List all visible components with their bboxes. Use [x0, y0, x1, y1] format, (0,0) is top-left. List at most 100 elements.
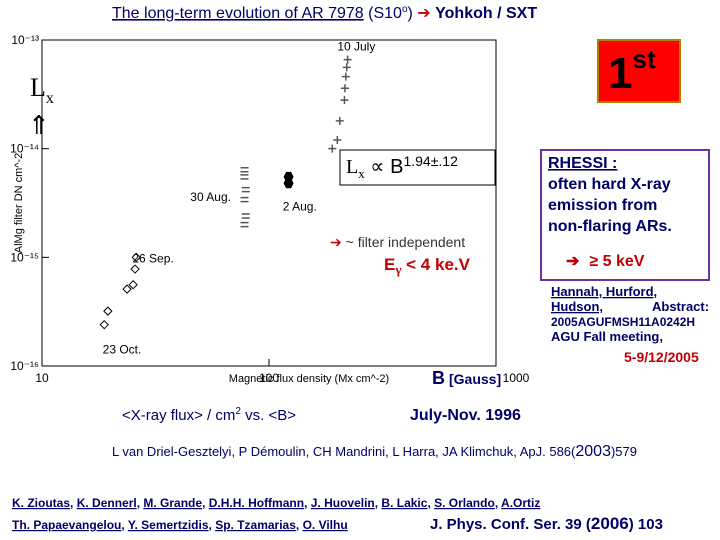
- rhessi-arrow: ➔: [566, 253, 580, 270]
- energy-text: < 4 ke.V: [401, 255, 470, 274]
- lx-arrow: ⇑: [28, 111, 50, 140]
- author: K. Dennerl: [77, 496, 137, 510]
- author-sep: ,: [202, 496, 209, 510]
- citation: L van Driel-Gesztelyi, P Démoulin, CH Ma…: [112, 443, 637, 460]
- y-tick-label: 10⁻¹⁵: [10, 250, 39, 264]
- point: [128, 279, 138, 290]
- y-tick-label: 10⁻¹⁶: [10, 359, 39, 373]
- badge: [597, 39, 681, 103]
- point: [241, 186, 250, 193]
- author: D.H.H. Hoffmann: [209, 496, 304, 510]
- point: [240, 166, 249, 173]
- x-tick-label: 100: [259, 371, 279, 385]
- plot-background: [10, 30, 500, 372]
- journal-year: 2006: [591, 514, 629, 533]
- title-arrow: ➔: [417, 5, 430, 22]
- lx-letter: L: [30, 73, 46, 102]
- badge-text: 1st: [608, 44, 656, 98]
- author: Y. Semertzidis: [128, 518, 209, 532]
- author-sep: ,: [70, 496, 77, 510]
- rhessi-energy: ➔ ≥ 5 keV: [566, 253, 645, 270]
- title-sup: o: [402, 4, 408, 15]
- reference-line: Hannah, Hurford,: [551, 284, 657, 299]
- energy: Eγ < 4 ke.V: [384, 255, 471, 277]
- point: [240, 174, 249, 180]
- point: [122, 284, 132, 294]
- point: [240, 221, 249, 228]
- point: [333, 136, 342, 145]
- reference-line: 2005AGUFMSH11A0242H: [551, 315, 695, 329]
- author-sep: ,: [296, 518, 303, 532]
- rhessi-line: non-flaring ARs.: [548, 218, 672, 235]
- badge-num: 1: [608, 49, 632, 98]
- author-sep: ,: [121, 518, 127, 532]
- authors-line: K. Zioutas, K. Dennerl, M. Grande, D.H.H…: [12, 496, 540, 510]
- plot-annotation: 26 Sep.: [132, 251, 173, 265]
- slide-title: The long-term evolution of AR 7978 (S10o…: [112, 4, 537, 22]
- rhessi-box: [540, 149, 710, 281]
- point: [342, 63, 351, 72]
- x-axis-label: Magnetic flux density (Mx cm^-2): [229, 373, 389, 385]
- point: [341, 72, 350, 81]
- rhessi-energy-text: ≥ 5 keV: [589, 253, 644, 270]
- filter-note: ➔ ~ filter independent: [330, 234, 465, 250]
- author: K. Zioutas: [12, 496, 70, 510]
- author-sep: ,: [495, 496, 501, 510]
- y-axis-label: AlMg filter DN cm^-2: [13, 153, 25, 254]
- reference-line: Hudson,: [551, 299, 603, 314]
- relation-letter: L: [346, 156, 358, 178]
- reference: Hannah, Hurford, Hudson, Abstract: 2005A…: [551, 284, 709, 365]
- author-sep: ,: [209, 518, 216, 532]
- citation-text: L van Driel-Gesztelyi, P Démoulin, CH Ma…: [112, 444, 576, 459]
- author-sep: ,: [137, 496, 144, 510]
- rhessi: RHESSI : often hard X-ray emission from …: [548, 155, 672, 270]
- lx-sub: x: [46, 90, 54, 107]
- flux-post: vs. <B>: [241, 407, 296, 424]
- flux-pre: <X-ray flux> / cm: [122, 407, 235, 424]
- title-instrument: Yohkoh / SXT: [435, 5, 537, 22]
- point: [335, 116, 344, 125]
- author: J. Huovelin: [311, 496, 375, 510]
- plot-annotation: 10 July: [337, 40, 375, 54]
- b-letter: B: [432, 368, 445, 388]
- authors-line: Th. Papaevangelou, Y. Semertzidis, Sp. T…: [12, 518, 348, 532]
- point: [131, 252, 141, 263]
- author: O. Vilhu: [303, 518, 348, 532]
- b-unit: [Gauss]: [449, 371, 501, 387]
- point: [99, 319, 109, 330]
- citation-post: )579: [611, 444, 637, 459]
- author: B. Lakic: [381, 496, 427, 510]
- relation-mid: ∝ B: [365, 156, 404, 178]
- plot-annotation: 23 Oct.: [103, 343, 142, 357]
- journal-post: ) 103: [629, 516, 663, 533]
- plot-annotation: 2 Aug.: [283, 199, 317, 213]
- filter-arrow: ➔: [330, 234, 342, 250]
- flux-label: <X-ray flux> / cm2 vs. <B>: [122, 406, 296, 424]
- citation-year: 2003: [575, 443, 611, 460]
- journal: J. Phys. Conf. Ser. 39 (2006) 103: [430, 514, 663, 533]
- author-sep: ,: [304, 496, 311, 510]
- b-label: B [Gauss]: [432, 368, 501, 388]
- point: [130, 264, 140, 274]
- energy-letter: E: [384, 255, 395, 274]
- point: [283, 178, 294, 189]
- author-sep: ,: [375, 496, 382, 510]
- x-tick-label: 1000: [503, 371, 530, 385]
- point: [328, 144, 337, 153]
- point: [103, 306, 113, 316]
- badge-sup: st: [632, 44, 655, 74]
- reference-line: AGU Fall meeting,: [551, 329, 663, 344]
- author: Sp. Tzamarias: [215, 518, 296, 532]
- flux-sup: 2: [235, 406, 241, 417]
- filter-text: ~ filter independent: [342, 234, 465, 250]
- reference-line: Abstract:: [652, 299, 709, 314]
- plot: 10 100 1000 10⁻¹³ 10⁻¹⁴ 10⁻¹⁵ 10⁻¹⁶ Magnetic fl…: [10, 33, 530, 385]
- author: A.Ortiz: [501, 496, 540, 510]
- point: [340, 96, 349, 105]
- rhessi-head: RHESSI :: [548, 155, 617, 172]
- energy-sub: γ: [394, 262, 401, 277]
- period: July-Nov. 1996: [410, 407, 521, 424]
- plot-annotation: 30 Aug.: [190, 190, 231, 204]
- rhessi-line: emission from: [548, 197, 657, 214]
